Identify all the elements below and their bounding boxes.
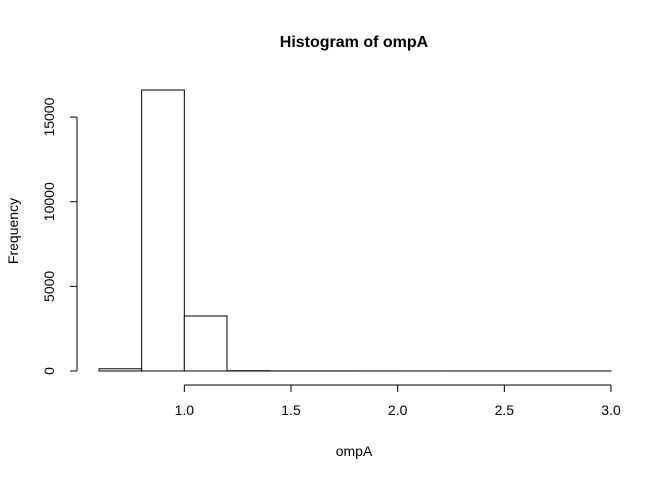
y-tick-label: 15000 <box>41 97 57 136</box>
chart-title: Histogram of ompA <box>280 34 429 51</box>
histogram-bar-0 <box>98 368 143 372</box>
x-tick-label: 1.5 <box>281 402 301 418</box>
x-tick-label: 2.5 <box>495 402 515 418</box>
x-tick-label: 2.0 <box>388 402 408 418</box>
x-axis-label: ompA <box>336 443 373 459</box>
y-axis: 0 5000 10000 15000 <box>41 97 78 375</box>
y-tick-label: 10000 <box>41 182 57 221</box>
x-axis: 1.0 1.5 2.0 2.5 3.0 <box>175 384 621 418</box>
x-tick-label: 1.0 <box>175 402 195 418</box>
y-tick-label: 0 <box>41 367 57 375</box>
y-tick-label: 5000 <box>41 271 57 302</box>
histogram-bars <box>98 89 612 372</box>
x-tick-label: 3.0 <box>601 402 621 418</box>
y-axis-label: Frequency <box>5 198 21 264</box>
histogram-bar-1 <box>141 89 185 372</box>
histogram-bar-2 <box>183 315 228 372</box>
